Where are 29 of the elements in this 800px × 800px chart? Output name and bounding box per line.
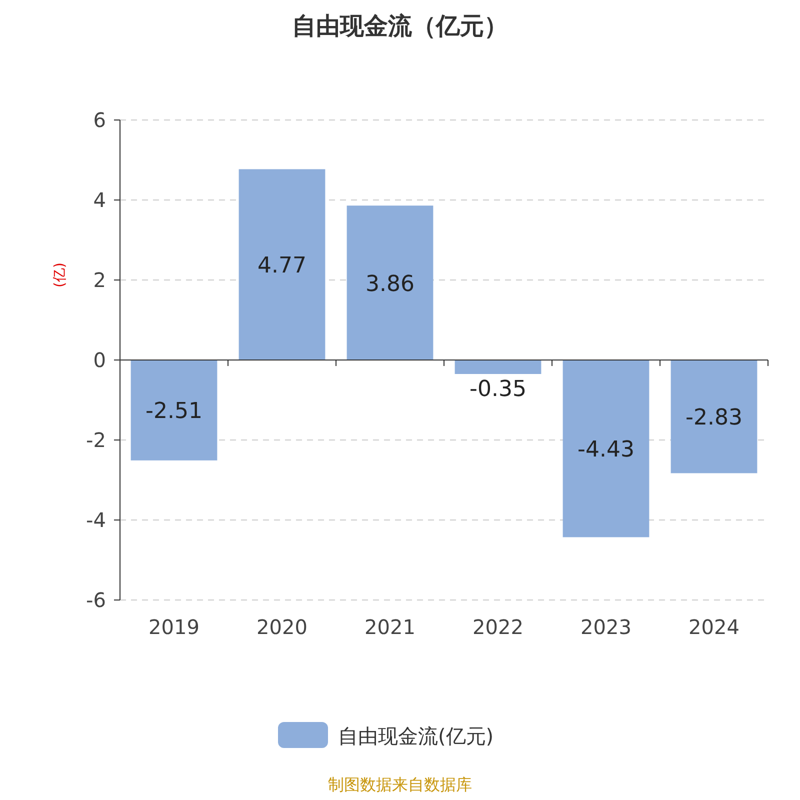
x-tick-label: 2019 [148, 615, 200, 639]
y-tick-label: -2 [86, 428, 106, 452]
legend-label: 自由现金流(亿元) [338, 724, 494, 748]
data-label: 3.86 [366, 272, 414, 297]
y-tick-label: 6 [93, 108, 106, 132]
bar [346, 206, 434, 360]
data-label: -2.83 [686, 406, 742, 431]
data-label: 4.77 [258, 254, 306, 279]
x-tick-label: 2021 [364, 615, 416, 639]
text: 制图数据来自数据库 [328, 775, 472, 794]
data-label: -0.35 [470, 377, 526, 402]
data-label: -4.43 [578, 438, 634, 463]
bar [562, 360, 650, 538]
y-tick-label: 0 [93, 348, 106, 372]
bar [454, 360, 542, 374]
y-tick-label: -6 [86, 588, 106, 612]
chart-title: 自由现金流（亿元） [292, 12, 508, 40]
y-tick-label: 4 [93, 188, 106, 212]
x-tick-label: 2020 [256, 615, 308, 639]
x-tick-label: 2023 [580, 615, 632, 639]
bar [670, 360, 758, 474]
x-tick-label: 2022 [472, 615, 524, 639]
x-tick-label: 2024 [688, 615, 740, 639]
y-tick-label: 2 [93, 268, 106, 292]
data-label: -2.51 [146, 399, 202, 424]
y-tick-label: -4 [86, 508, 106, 532]
bar [130, 360, 218, 460]
bar [238, 169, 326, 360]
y-axis-title: (亿) [52, 262, 68, 288]
